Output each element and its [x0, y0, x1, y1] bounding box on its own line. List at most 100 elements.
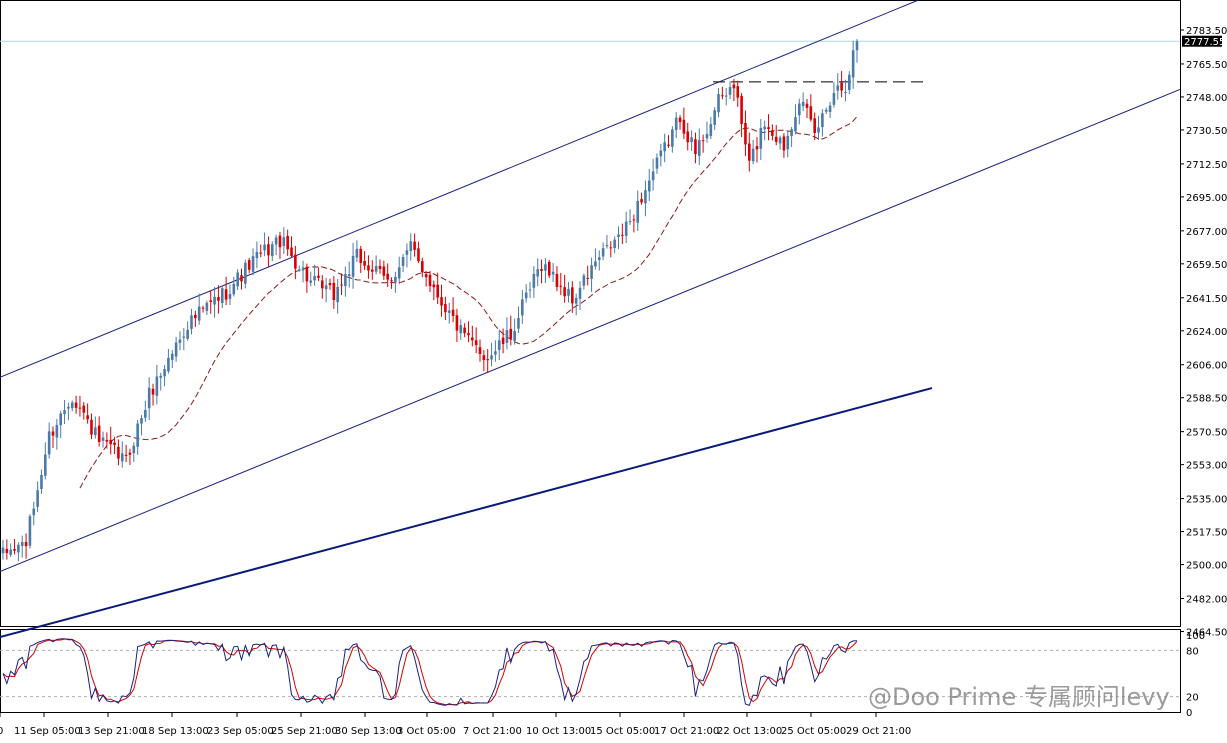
candle-body: [209, 300, 213, 302]
time-tick-label: 30 Sep 13:00: [335, 726, 402, 737]
candle-body: [421, 261, 424, 273]
candle-body: [32, 508, 36, 516]
candles: [1, 39, 859, 562]
candle-body: [471, 337, 474, 341]
candle-body: [447, 310, 451, 313]
candle-body: [320, 280, 324, 289]
candle-body: [855, 41, 859, 51]
candle-body: [174, 342, 178, 357]
candle-body: [551, 271, 555, 275]
candle-body: [609, 247, 613, 249]
candle-body: [590, 265, 593, 279]
candle-body: [255, 251, 259, 259]
time-tick-label: 10 Oct 13:00: [526, 726, 591, 737]
candle-body: [217, 297, 220, 301]
price-tick-label: 2730.50: [1186, 126, 1227, 137]
candle-body: [20, 542, 24, 546]
candle-body: [740, 95, 743, 124]
price-axis: 2783.50 2765.50 2748.00 2730.50 2712.50 2695.…: [1180, 26, 1227, 639]
candle-body: [236, 272, 239, 287]
candle-body: [432, 284, 436, 288]
candle-body: [178, 339, 182, 343]
candle-body: [94, 427, 97, 436]
price-tick-label: 2553.00: [1186, 461, 1227, 472]
candle-body: [5, 548, 9, 553]
candle-body: [701, 140, 705, 142]
candle-body: [694, 139, 697, 155]
candle-body: [494, 351, 497, 355]
candle-body: [578, 287, 582, 299]
candle-body: [697, 139, 701, 156]
time-tick-label: 22 Oct 13:00: [717, 726, 782, 737]
candle-body: [851, 50, 855, 78]
candle-body: [440, 297, 443, 306]
candle-body: [724, 95, 728, 97]
candle-body: [132, 445, 136, 454]
candle-body: [182, 336, 186, 338]
candle-body: [97, 425, 101, 443]
price-tick-label: 2748.00: [1186, 93, 1227, 104]
price-tick-label: 2783.50: [1186, 26, 1227, 37]
candle-body: [355, 249, 359, 258]
candle-body: [574, 297, 578, 304]
candle-body: [567, 289, 570, 296]
candle-body: [840, 82, 843, 91]
main-plot-frame: [0, 0, 1181, 627]
candle-body: [228, 294, 232, 299]
candle-body: [759, 127, 763, 149]
candle-body: [451, 309, 455, 316]
candle-body: [301, 267, 305, 271]
candle-body: [444, 304, 447, 313]
osc-level-label: 100: [1186, 631, 1205, 642]
candle-body: [686, 131, 690, 143]
candle-body: [801, 101, 805, 107]
time-tick-label: 17 Oct 21:00: [654, 726, 719, 737]
candle-body: [136, 423, 139, 447]
candle-body: [747, 143, 751, 161]
price-tick-label: 2588.50: [1186, 394, 1227, 405]
candle-body: [809, 106, 813, 120]
price-tick-label: 2659.50: [1186, 260, 1227, 271]
candle-body: [205, 302, 209, 311]
time-tick-label: 11 Sep 05:00: [14, 726, 81, 737]
candle-body: [359, 248, 363, 263]
candle-body: [151, 388, 155, 395]
candle-body: [705, 133, 709, 139]
price-tick-label: 2535.00: [1186, 495, 1227, 506]
candle-body: [774, 136, 778, 142]
candle-body: [51, 431, 55, 436]
time-tick-label: 25 Sep 21:00: [271, 726, 338, 737]
candle-body: [163, 369, 166, 377]
candle-body: [109, 439, 113, 445]
candle-body: [671, 129, 674, 147]
candle-body: [324, 285, 328, 290]
candle-body: [436, 284, 439, 298]
candle-body: [44, 454, 47, 476]
candle-body: [247, 260, 251, 270]
candle-body: [128, 452, 132, 455]
time-tick-label: 25 Oct 05:00: [781, 726, 846, 737]
candle-body: [778, 137, 782, 144]
candle-body: [717, 94, 720, 113]
current-price-tag: 2777.55: [1182, 35, 1225, 48]
candle-body: [455, 315, 459, 331]
candle-body: [690, 137, 693, 143]
candle-body: [17, 544, 20, 553]
candle-body: [486, 359, 490, 361]
candle-body: [105, 439, 109, 442]
candle-body: [1, 547, 5, 554]
time-tick-label: 0: [0, 726, 3, 737]
price-tick-label: 2765.50: [1186, 60, 1227, 71]
candle-body: [647, 180, 651, 192]
candle-body: [605, 245, 609, 247]
candle-body: [482, 355, 486, 361]
candle-body: [751, 148, 755, 162]
candle-body: [501, 337, 505, 345]
candle-body: [86, 415, 89, 420]
candle-body: [682, 119, 686, 134]
candle-body: [270, 244, 274, 257]
candle-body: [240, 275, 243, 282]
candle-body: [409, 241, 413, 252]
candle-body: [394, 276, 397, 282]
candle-body: [547, 261, 551, 276]
